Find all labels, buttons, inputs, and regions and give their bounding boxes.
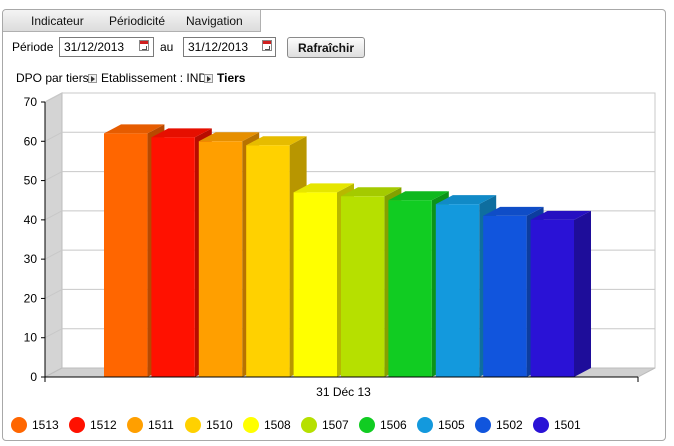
- legend-swatch: [69, 417, 85, 433]
- legend-label: 1513: [32, 418, 59, 432]
- date-to-field[interactable]: 31/12/2013: [183, 37, 276, 57]
- bar-top: [341, 187, 402, 197]
- y-tick-label: 0: [30, 370, 37, 384]
- bar-top: [198, 132, 260, 142]
- y-tick-label: 20: [24, 291, 38, 305]
- gridline: [44, 171, 63, 182]
- legend-swatch: [11, 417, 27, 433]
- legend-item-1511[interactable]: 1511: [127, 416, 174, 434]
- x-category-label: 31 Déc 13: [316, 385, 371, 399]
- menu-periodicite[interactable]: Périodicité: [109, 14, 166, 28]
- legend-swatch: [301, 417, 317, 433]
- legend-item-1507[interactable]: 1507: [301, 416, 349, 434]
- legend-swatch: [359, 417, 375, 433]
- y-tick-label: 30: [24, 252, 38, 266]
- date-from-field[interactable]: 31/12/2013: [59, 37, 154, 57]
- bar-top: [530, 210, 591, 220]
- bar-top: [246, 136, 307, 146]
- legend-swatch: [127, 417, 143, 433]
- y-tick-label: 60: [24, 134, 38, 148]
- refresh-button[interactable]: Rafraîchir: [287, 37, 365, 58]
- legend-swatch: [417, 417, 433, 433]
- legend-swatch: [533, 417, 549, 433]
- legend-swatch: [243, 417, 259, 433]
- bar-front: [293, 192, 337, 377]
- legend-label: 1512: [90, 418, 117, 432]
- breadcrumb-arrow-icon: [204, 74, 213, 83]
- legend-label: 1506: [380, 418, 407, 432]
- legend-label: 1502: [496, 418, 523, 432]
- legend-item-1501[interactable]: 1501: [533, 416, 581, 434]
- menu-indicateur[interactable]: Indicateur: [31, 14, 84, 28]
- legend-swatch: [475, 417, 491, 433]
- bar-front: [435, 204, 480, 377]
- gridline: [44, 249, 63, 260]
- menu-navigation[interactable]: Navigation: [186, 14, 243, 28]
- chart-side-wall: [44, 92, 63, 378]
- legend-item-1505[interactable]: 1505: [417, 416, 465, 434]
- legend-label: 1508: [264, 418, 291, 432]
- legend-item-1513[interactable]: 1513: [11, 416, 59, 434]
- bar-front: [341, 196, 385, 377]
- bar-front: [483, 215, 527, 377]
- bar-top: [435, 195, 497, 205]
- bar-side: [574, 210, 591, 377]
- period-label: Période: [12, 40, 54, 54]
- bar-top: [151, 128, 212, 138]
- legend-label: 1510: [206, 418, 233, 432]
- breadcrumb-item-tiers: Tiers: [217, 71, 246, 85]
- y-tick-label: 10: [24, 331, 38, 345]
- y-tick-label: 70: [24, 95, 38, 109]
- menu-bar: Indicateur Périodicité Navigation: [3, 10, 261, 32]
- gridline: [44, 288, 63, 299]
- breadcrumb-item-etablissement[interactable]: Etablissement : IND: [101, 71, 208, 85]
- legend-item-1502[interactable]: 1502: [475, 416, 523, 434]
- gridline: [44, 92, 63, 103]
- bar-top: [388, 191, 449, 201]
- bar-front: [104, 133, 148, 377]
- date-from-value: 31/12/2013: [64, 40, 125, 54]
- legend-item-1506[interactable]: 1506: [359, 416, 407, 434]
- bar-front: [530, 219, 574, 377]
- bar-top: [104, 124, 165, 134]
- bar-front: [388, 200, 432, 377]
- date-to-value: 31/12/2013: [188, 40, 249, 54]
- calendar-icon[interactable]: [139, 40, 149, 51]
- legend-item-1512[interactable]: 1512: [69, 416, 117, 434]
- legend-label: 1501: [554, 418, 581, 432]
- bar-1501: [530, 210, 591, 377]
- gridline: [44, 328, 63, 339]
- gridline: [44, 131, 63, 142]
- calendar-icon[interactable]: [262, 40, 272, 51]
- legend-item-1508[interactable]: 1508: [243, 416, 291, 434]
- breadcrumb-item-dpo[interactable]: DPO par tiers: [16, 71, 89, 85]
- legend-item-1510[interactable]: 1510: [185, 416, 233, 434]
- period-separator: au: [160, 40, 174, 54]
- legend-label: 1511: [148, 418, 174, 432]
- bar-front: [198, 141, 243, 377]
- breadcrumb-arrow-icon: [88, 74, 97, 83]
- y-tick-label: 50: [24, 174, 38, 188]
- bar-top: [293, 183, 354, 193]
- bar-front: [246, 145, 290, 377]
- bar-front: [151, 137, 195, 377]
- legend-swatch: [185, 417, 201, 433]
- legend-label: 1505: [438, 418, 465, 432]
- legend-label: 1507: [322, 418, 349, 432]
- bar-top: [483, 206, 544, 216]
- y-tick-label: 40: [24, 213, 38, 227]
- gridline: [44, 210, 63, 221]
